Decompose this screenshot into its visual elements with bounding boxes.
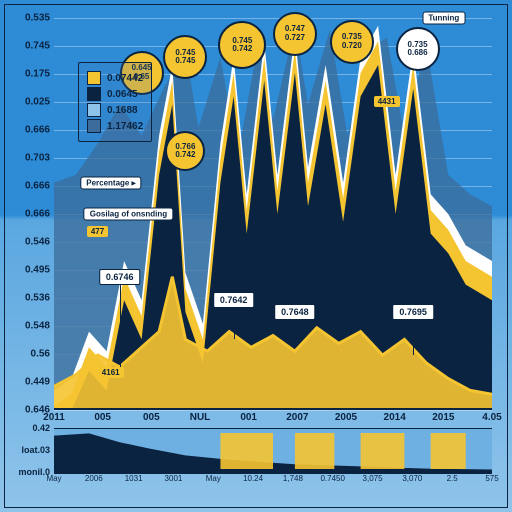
overview-strip[interactable] <box>54 428 492 474</box>
y-tick: 0.536 <box>6 293 50 304</box>
gridline <box>54 410 492 411</box>
y-tick: 0.546 <box>6 237 50 248</box>
mini-x-tick: 3,075 <box>363 474 383 483</box>
mini-x-tick: May <box>46 474 61 483</box>
value-label: 0.7648 <box>274 304 316 320</box>
mini-x-tick: 1,748 <box>283 474 303 483</box>
y-tick: 0.495 <box>6 265 50 276</box>
mini-x-tick: 10.24 <box>243 474 263 483</box>
callout-bubble: 0.7350.686 <box>396 27 440 71</box>
pill-label: Gosilag of onsnding <box>84 208 173 221</box>
y-tick: 0.449 <box>6 377 50 388</box>
x-tick: 2007 <box>286 412 308 423</box>
y-tick: 0.666 <box>6 125 50 136</box>
pill-label: Tunning <box>422 12 465 25</box>
x-tick: 2015 <box>432 412 454 423</box>
mini-y-label: loat.03 <box>6 445 50 455</box>
value-label: 0.7695 <box>392 304 434 320</box>
x-tick: 2011 <box>43 412 65 423</box>
value-label: 0.7642 <box>213 292 255 308</box>
y-tick: 0.025 <box>6 97 50 108</box>
mini-x-tick: 3,070 <box>402 474 422 483</box>
tag: 4161 <box>98 367 124 378</box>
x-axis: 2011005005NUL00120072005201420154.05 <box>54 412 492 426</box>
legend-item: 0.0645 <box>87 87 143 101</box>
callout-bubble: 0.7450.745 <box>163 35 207 79</box>
x-tick: 001 <box>240 412 257 423</box>
x-tick: 005 <box>94 412 111 423</box>
x-tick: 2005 <box>335 412 357 423</box>
mini-x-tick: 2.5 <box>447 474 458 483</box>
mini-x-tick: 2006 <box>85 474 103 483</box>
legend-item: 0.07442 <box>87 71 143 85</box>
y-tick: 0.548 <box>6 321 50 332</box>
tag: 477 <box>87 226 108 237</box>
mini-x-tick: 1031 <box>125 474 143 483</box>
mini-x-tick: 575 <box>485 474 498 483</box>
x-tick: 4.05 <box>482 412 501 423</box>
mini-y-label: monil.0 <box>6 467 50 477</box>
y-tick: 0.666 <box>6 181 50 192</box>
legend-item: 0.1688 <box>87 103 143 117</box>
pill-label: Percentage ▸ <box>80 176 141 189</box>
callout-bubble: 0.7350.720 <box>330 20 374 64</box>
x-tick: 2014 <box>384 412 406 423</box>
value-label: 0.6746 <box>99 269 141 285</box>
chart-root: 0.535 0.745 0.175 0.025 0.666 0.703 0.666 0.666… <box>0 0 512 512</box>
callout-bubble: 0.7470.727 <box>273 12 317 56</box>
legend: 0.07442 0.0645 0.1688 1.17462 <box>78 62 152 142</box>
mini-y-label: 0.42 <box>6 423 50 433</box>
x-tick: NUL <box>190 412 211 423</box>
y-axis: 0.5350.7450.1750.0250.6660.7030.6660.666… <box>6 18 50 410</box>
y-tick: 0.666 <box>6 209 50 220</box>
tag: 4431 <box>374 96 400 107</box>
mini-x-tick: 3001 <box>165 474 183 483</box>
y-tick: 0.703 <box>6 153 50 164</box>
legend-item: 1.17462 <box>87 119 143 133</box>
x-tick: 005 <box>143 412 160 423</box>
callout-bubble: 0.7450.742 <box>218 21 266 69</box>
y-tick: 0.745 <box>6 41 50 52</box>
y-tick: 0.535 <box>6 13 50 24</box>
callout-bubble: 0.7660.742 <box>165 131 205 171</box>
leader-line <box>120 277 121 371</box>
mini-x-tick: May <box>206 474 221 483</box>
mini-x-tick: 0.7450 <box>320 474 344 483</box>
y-tick: 0.56 <box>6 349 50 360</box>
y-tick: 0.175 <box>6 69 50 80</box>
